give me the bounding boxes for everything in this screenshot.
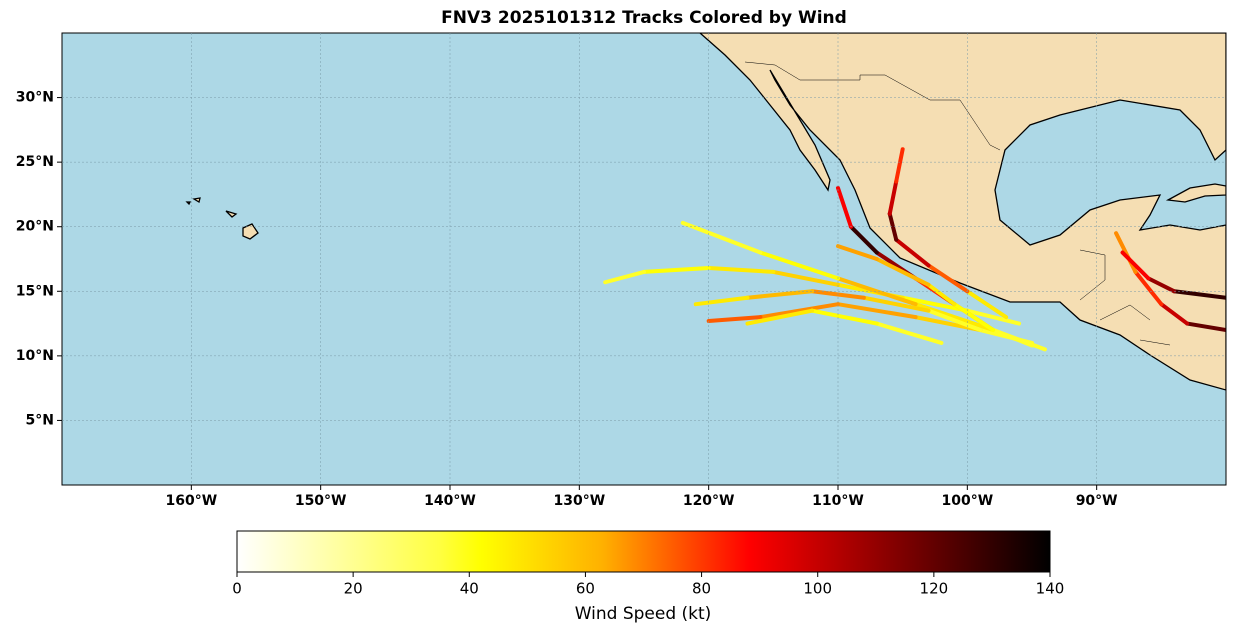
x-tick-label: 120°W: [683, 493, 735, 509]
track-segment: [758, 302, 840, 320]
y-tick-label: 25°N: [16, 154, 54, 170]
colorbar-tick-label: 60: [576, 580, 595, 598]
track-segment: [603, 269, 646, 285]
colorbar-tick-label: 40: [460, 580, 479, 598]
track-segment: [887, 179, 899, 216]
x-tick-label: 140°W: [424, 493, 476, 509]
track-segment: [706, 315, 763, 323]
track-segment: [848, 224, 879, 255]
chart-title: FNV3 2025101312 Tracks Colored by Wind: [441, 8, 847, 28]
x-tick-label: 150°W: [295, 493, 347, 509]
colorbar-tick-label: 140: [1036, 580, 1065, 598]
colorbar: [236, 530, 1051, 573]
track-segment: [810, 308, 879, 326]
track-segment: [1172, 289, 1226, 300]
tracks: [603, 147, 1226, 352]
track-segment: [836, 276, 918, 307]
track-segment: [771, 269, 840, 287]
track-segment: [836, 185, 853, 229]
map-frame: [61, 32, 1227, 486]
y-tick-label: 5°N: [26, 412, 54, 428]
colorbar-tick-label: 120: [920, 580, 949, 598]
track-segment: [1185, 321, 1226, 333]
track-segment: [965, 308, 1022, 326]
y-tick-label: 10°N: [16, 348, 54, 364]
track-segment: [887, 211, 899, 242]
track-segment: [642, 266, 711, 274]
y-tick-label: 20°N: [16, 219, 54, 235]
x-tick-label: 160°W: [165, 493, 217, 509]
track-segment: [745, 289, 815, 300]
track-segment: [894, 147, 905, 184]
colorbar-tick-label: 100: [803, 580, 832, 598]
track-segment: [693, 295, 750, 307]
y-tick-label: 30°N: [16, 90, 54, 106]
track-segment: [1114, 231, 1138, 274]
track-segment: [836, 244, 879, 261]
x-tick-label: 130°W: [553, 493, 605, 509]
track-segment: [965, 289, 1009, 320]
track-segment: [1133, 269, 1164, 307]
track-segment: [836, 302, 918, 320]
track-segment: [874, 257, 931, 287]
track-segment: [1159, 302, 1190, 326]
track-segment: [1120, 250, 1151, 281]
colorbar-label: Wind Speed (kt): [575, 604, 712, 624]
track-segment: [926, 263, 970, 294]
track-segment: [680, 220, 763, 255]
track-segment: [894, 237, 931, 268]
land: [185, 33, 1226, 391]
track-segment: [758, 250, 840, 281]
track-segment: [952, 302, 996, 333]
track-segment: [861, 295, 931, 313]
x-tick-label: 110°W: [812, 493, 864, 509]
track-segment: [874, 321, 944, 345]
track-segment: [706, 266, 776, 274]
y-tick-label: 15°N: [16, 283, 54, 299]
colorbar-tick-label: 20: [344, 580, 363, 598]
track-segment: [926, 282, 957, 307]
x-tick-label: 100°W: [941, 493, 993, 509]
track-segment: [1146, 276, 1177, 294]
colorbar-tick-label: 0: [232, 580, 242, 598]
track-segment: [926, 308, 983, 333]
colorbar-tick-label: 80: [692, 580, 711, 598]
track-segment: [991, 328, 1034, 348]
x-tick-label: 90°W: [1076, 493, 1118, 509]
track-segment: [900, 295, 970, 313]
track-segment: [745, 308, 815, 326]
track-segment: [913, 302, 996, 333]
